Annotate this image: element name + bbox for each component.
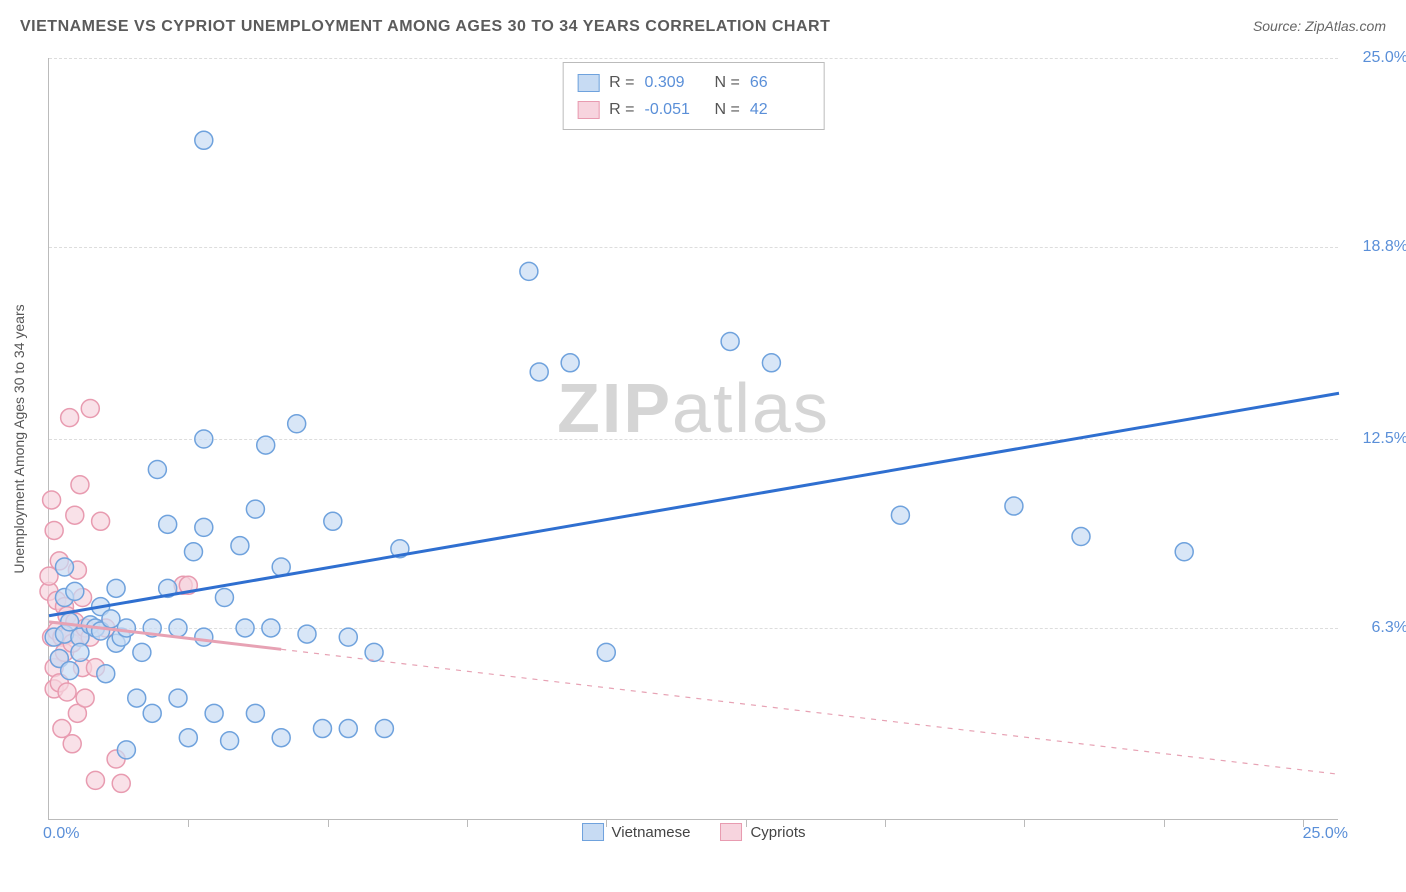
- swatch-pink-icon: [577, 101, 599, 119]
- legend-item-1: Vietnamese: [582, 823, 691, 841]
- swatch-pink-icon: [720, 823, 742, 841]
- y-axis-label: Unemployment Among Ages 30 to 34 years: [11, 304, 27, 573]
- n-value-1: 66: [750, 69, 810, 96]
- scatter-overlay: [49, 58, 1338, 819]
- swatch-blue-icon: [577, 74, 599, 92]
- r-label: R =: [609, 96, 634, 123]
- plot-area: Unemployment Among Ages 30 to 34 years 6…: [48, 58, 1338, 820]
- y-tick-label: 6.3%: [1348, 619, 1406, 637]
- n-value-2: 42: [750, 96, 810, 123]
- y-tick-label: 12.5%: [1348, 430, 1406, 448]
- r-value-2: -0.051: [645, 96, 705, 123]
- x-axis-max: 25.0%: [1303, 825, 1348, 843]
- y-tick-label: 25.0%: [1348, 49, 1406, 67]
- n-label: N =: [715, 96, 740, 123]
- legend-label-1: Vietnamese: [612, 824, 691, 841]
- legend: Vietnamese Cypriots: [582, 823, 806, 841]
- stats-box: R = 0.309 N = 66 R = -0.051 N = 42: [562, 62, 825, 130]
- r-value-1: 0.309: [645, 69, 705, 96]
- stats-row-1: R = 0.309 N = 66: [577, 69, 810, 96]
- stats-row-2: R = -0.051 N = 42: [577, 96, 810, 123]
- y-tick-label: 18.8%: [1348, 238, 1406, 256]
- source-label: Source: ZipAtlas.com: [1253, 18, 1386, 34]
- chart-title: VIETNAMESE VS CYPRIOT UNEMPLOYMENT AMONG…: [20, 18, 830, 36]
- x-axis-origin: 0.0%: [43, 825, 79, 843]
- legend-item-2: Cypriots: [720, 823, 805, 841]
- r-label: R =: [609, 69, 634, 96]
- n-label: N =: [715, 69, 740, 96]
- legend-label-2: Cypriots: [750, 824, 805, 841]
- swatch-blue-icon: [582, 823, 604, 841]
